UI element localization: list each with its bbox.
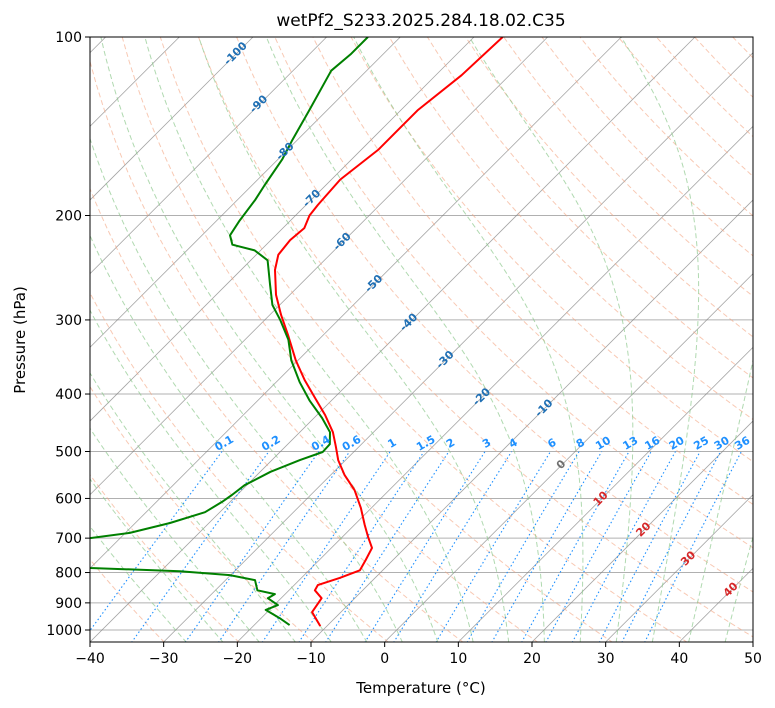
- isotherm: [531, 420, 753, 642]
- y-tick-label: 600: [55, 491, 82, 507]
- mixing-ratio-line: [521, 451, 630, 642]
- mixing-ratio-line: [393, 451, 513, 642]
- isotherm: [90, 37, 696, 642]
- moist-adiabat: [198, 37, 510, 642]
- x-tick-label: 50: [744, 651, 762, 667]
- mixing-ratio-line: [364, 451, 486, 642]
- moist-adiabat: [90, 136, 403, 642]
- chart-title: wetPf2_S233.2025.284.18.02.C35: [276, 11, 565, 31]
- background-lines: [90, 37, 775, 643]
- isotherm: [90, 37, 475, 422]
- dry-adiabat: [236, 37, 753, 593]
- isotherm: [90, 37, 401, 348]
- x-tick-label: −20: [223, 651, 253, 667]
- isotherm: [90, 37, 327, 275]
- mixing-ratio-line: [298, 451, 425, 642]
- y-tick-label: 900: [55, 596, 82, 612]
- mixing-ratio-line: [218, 451, 351, 642]
- mixing-ratio-line: [598, 451, 701, 642]
- y-tick-label: 100: [55, 30, 82, 46]
- isotherm: [752, 641, 753, 642]
- y-tick-label: 800: [55, 566, 82, 582]
- isotherm: [90, 37, 622, 569]
- isotherm: [90, 37, 548, 496]
- x-tick-label: −40: [75, 651, 105, 667]
- x-tick-label: 20: [523, 651, 541, 667]
- y-tick-label: 1000: [46, 623, 82, 639]
- x-tick-label: 10: [449, 651, 467, 667]
- dry-adiabat: [90, 385, 315, 642]
- moist-adiabat: [353, 37, 584, 642]
- mixing-ratio-line: [131, 451, 270, 642]
- moist-adiabat: [144, 37, 474, 642]
- profile-traces: [90, 37, 504, 627]
- y-tick-label: 500: [55, 444, 82, 460]
- x-tick-label: −10: [296, 651, 326, 667]
- mixing-ratio-line: [435, 451, 551, 642]
- x-tick-label: 40: [670, 651, 688, 667]
- moist-adiabat: [100, 37, 439, 642]
- mixing-ratio-line: [571, 451, 676, 642]
- dry-adiabat: [121, 37, 613, 642]
- dry-adiabat: [350, 37, 753, 463]
- isotherm: [163, 52, 753, 642]
- y-tick-label: 300: [55, 313, 82, 329]
- isotherm: [236, 125, 753, 642]
- plot-frame: [89, 36, 754, 643]
- x-tick-label: 30: [597, 651, 615, 667]
- mixing-ratio-line: [644, 451, 742, 642]
- dry-adiabat: [90, 291, 389, 642]
- x-tick-label: −30: [149, 651, 179, 667]
- mixing-ratio-line: [261, 451, 391, 642]
- y-tick-label: 200: [55, 209, 82, 225]
- mixing-ratio-line: [90, 451, 223, 632]
- moist-adiabat: [90, 427, 260, 642]
- dry-adiabat: [274, 37, 753, 549]
- isotherm: [310, 199, 753, 642]
- isotherm: [90, 37, 254, 201]
- dry-adiabat: [90, 558, 165, 642]
- y-tick-label: 700: [55, 531, 82, 547]
- temperature-line: [274, 37, 504, 627]
- dry-adiabat: [90, 187, 464, 642]
- isotherm: [605, 494, 753, 642]
- moist-adiabat: [620, 37, 700, 642]
- isotherm: [457, 346, 753, 642]
- dry-adiabat: [426, 37, 753, 379]
- x-axis-label: Temperature (°C): [355, 679, 485, 697]
- mixing-ratio-line: [545, 451, 652, 642]
- moist-adiabat: [265, 37, 545, 642]
- dry-adiabat: [771, 37, 775, 643]
- mixing-ratio-line: [184, 451, 320, 642]
- moist-adiabat: [724, 535, 753, 642]
- mixing-ratio-line: [325, 451, 450, 642]
- y-tick-label: 400: [55, 387, 82, 403]
- dry-adiabat: [90, 473, 240, 642]
- dry-adiabat: [198, 37, 753, 638]
- moist-adiabat: [90, 478, 224, 642]
- moist-adiabat: [688, 357, 753, 642]
- dry-adiabat: [159, 37, 688, 642]
- dry-adiabat: [90, 59, 539, 642]
- plot-background: [90, 37, 753, 642]
- moist-adiabat: [90, 309, 332, 642]
- isotherm: [384, 273, 753, 642]
- dry-adiabat: [503, 37, 753, 297]
- axes: −40 −30 −20 −10 0 10 20 30 40 50 100 200 300 400 500 60…: [46, 30, 762, 667]
- moist-adiabat: [90, 234, 368, 642]
- y-axis-label: Pressure (hPa): [11, 286, 29, 394]
- x-tick-label: 0: [380, 651, 389, 667]
- dewpoint-line: [90, 37, 369, 626]
